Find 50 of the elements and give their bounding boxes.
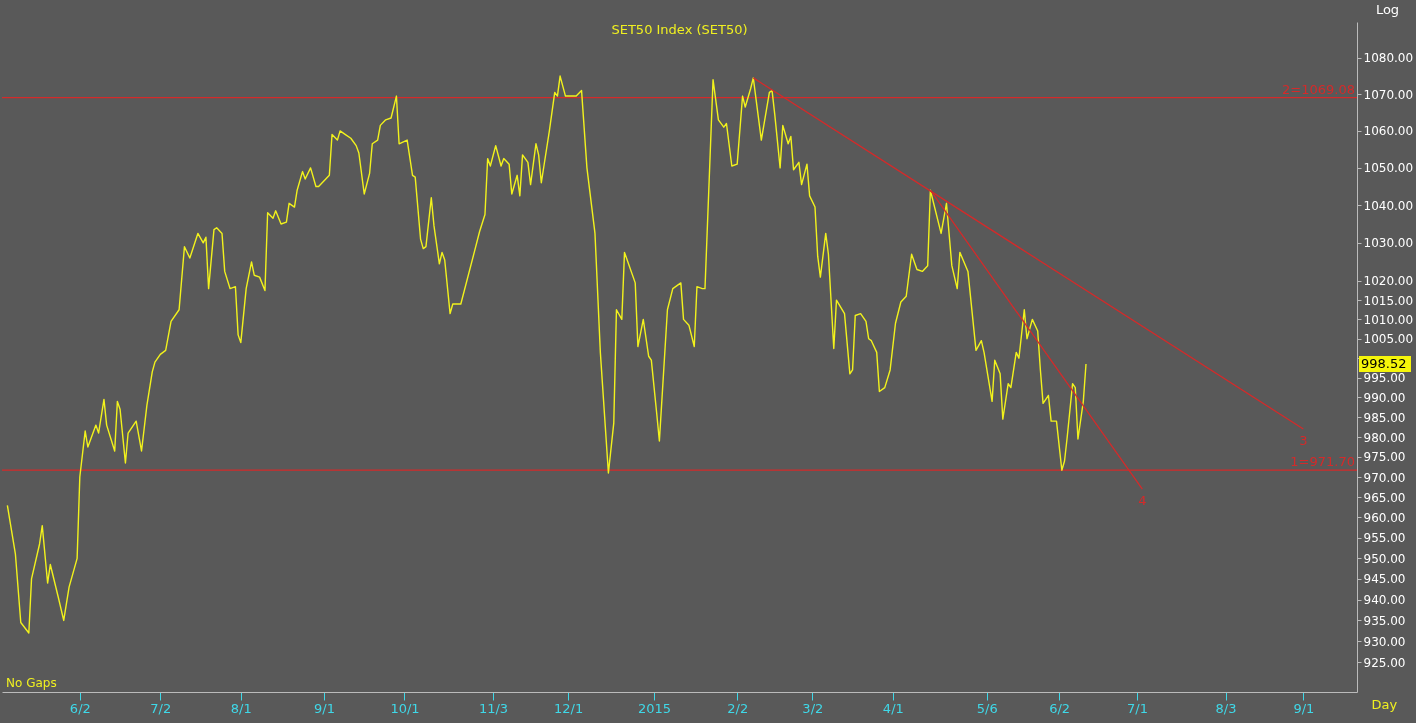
y-tick-label: 960.00 [1363, 510, 1406, 525]
x-tick-label: 10/1 [390, 700, 420, 716]
x-tick-label: 9/1 [314, 700, 335, 716]
y-tick-label: 1080.00 [1363, 51, 1414, 66]
x-tick-label: 6/2 [1049, 700, 1071, 716]
y-tick-label: 1060.00 [1363, 124, 1414, 139]
y-tick-label: 935.00 [1363, 613, 1406, 628]
y-axis-title: Log [1375, 1, 1400, 17]
x-tick-label: 7/1 [1127, 700, 1148, 716]
chart-title: SET50 Index (SET50) [611, 22, 748, 37]
x-tick-label: 11/3 [478, 700, 509, 716]
x-tick-label: 6/2 [69, 700, 91, 716]
x-tick-label: 8/3 [1215, 700, 1237, 716]
ref-line-label: 2=1069.08 [1282, 81, 1355, 97]
ref-line-label: 1=971.70 [1290, 454, 1355, 470]
y-tick-label: 985.00 [1363, 410, 1406, 425]
x-tick-label: 7/2 [150, 700, 172, 716]
y-tick-label: 1015.00 [1363, 293, 1414, 308]
y-tick-label: 975.00 [1363, 450, 1406, 465]
y-tick-label: 995.00 [1363, 371, 1406, 386]
y-tick-label: 945.00 [1363, 572, 1406, 587]
text: 998.52 [1361, 355, 1407, 371]
y-tick-label: 1040.00 [1363, 198, 1414, 213]
y-tick-label: 1020.00 [1363, 274, 1414, 289]
y-tick-label: 1005.00 [1363, 332, 1414, 347]
x-tick-label: 5/6 [976, 700, 998, 716]
y-tick-label: 950.00 [1363, 551, 1406, 566]
series-label: 4 [1138, 493, 1147, 509]
y-tick-label: 1050.00 [1363, 161, 1414, 176]
y-tick-label: 925.00 [1363, 655, 1406, 670]
y-tick-label: 940.00 [1363, 593, 1406, 608]
x-tick-label: 3/2 [802, 700, 824, 716]
x-tick-label: 4/1 [882, 700, 904, 716]
y-tick-label: 930.00 [1363, 634, 1406, 649]
x-axis-title: Day [1371, 696, 1398, 712]
y-tick-label: 970.00 [1363, 470, 1406, 485]
x-tick-label: 2/2 [727, 700, 749, 716]
y-tick-label: 990.00 [1363, 390, 1406, 405]
y-tick-label: 955.00 [1363, 531, 1406, 546]
x-tick-label: 9/1 [1293, 700, 1315, 716]
series-label: 3 [1299, 433, 1308, 449]
x-tick-label: 2015 [637, 700, 672, 716]
y-tick-label: 980.00 [1363, 430, 1406, 445]
y-tick-label: 1070.00 [1363, 87, 1414, 102]
x-tick-label: 12/1 [554, 700, 584, 716]
y-tick-label: 1030.00 [1363, 236, 1414, 251]
y-tick-label: 1010.00 [1363, 312, 1414, 327]
annotation: No Gaps [6, 676, 57, 690]
x-tick-label: 8/1 [230, 700, 252, 716]
y-tick-label: 965.00 [1363, 490, 1406, 505]
